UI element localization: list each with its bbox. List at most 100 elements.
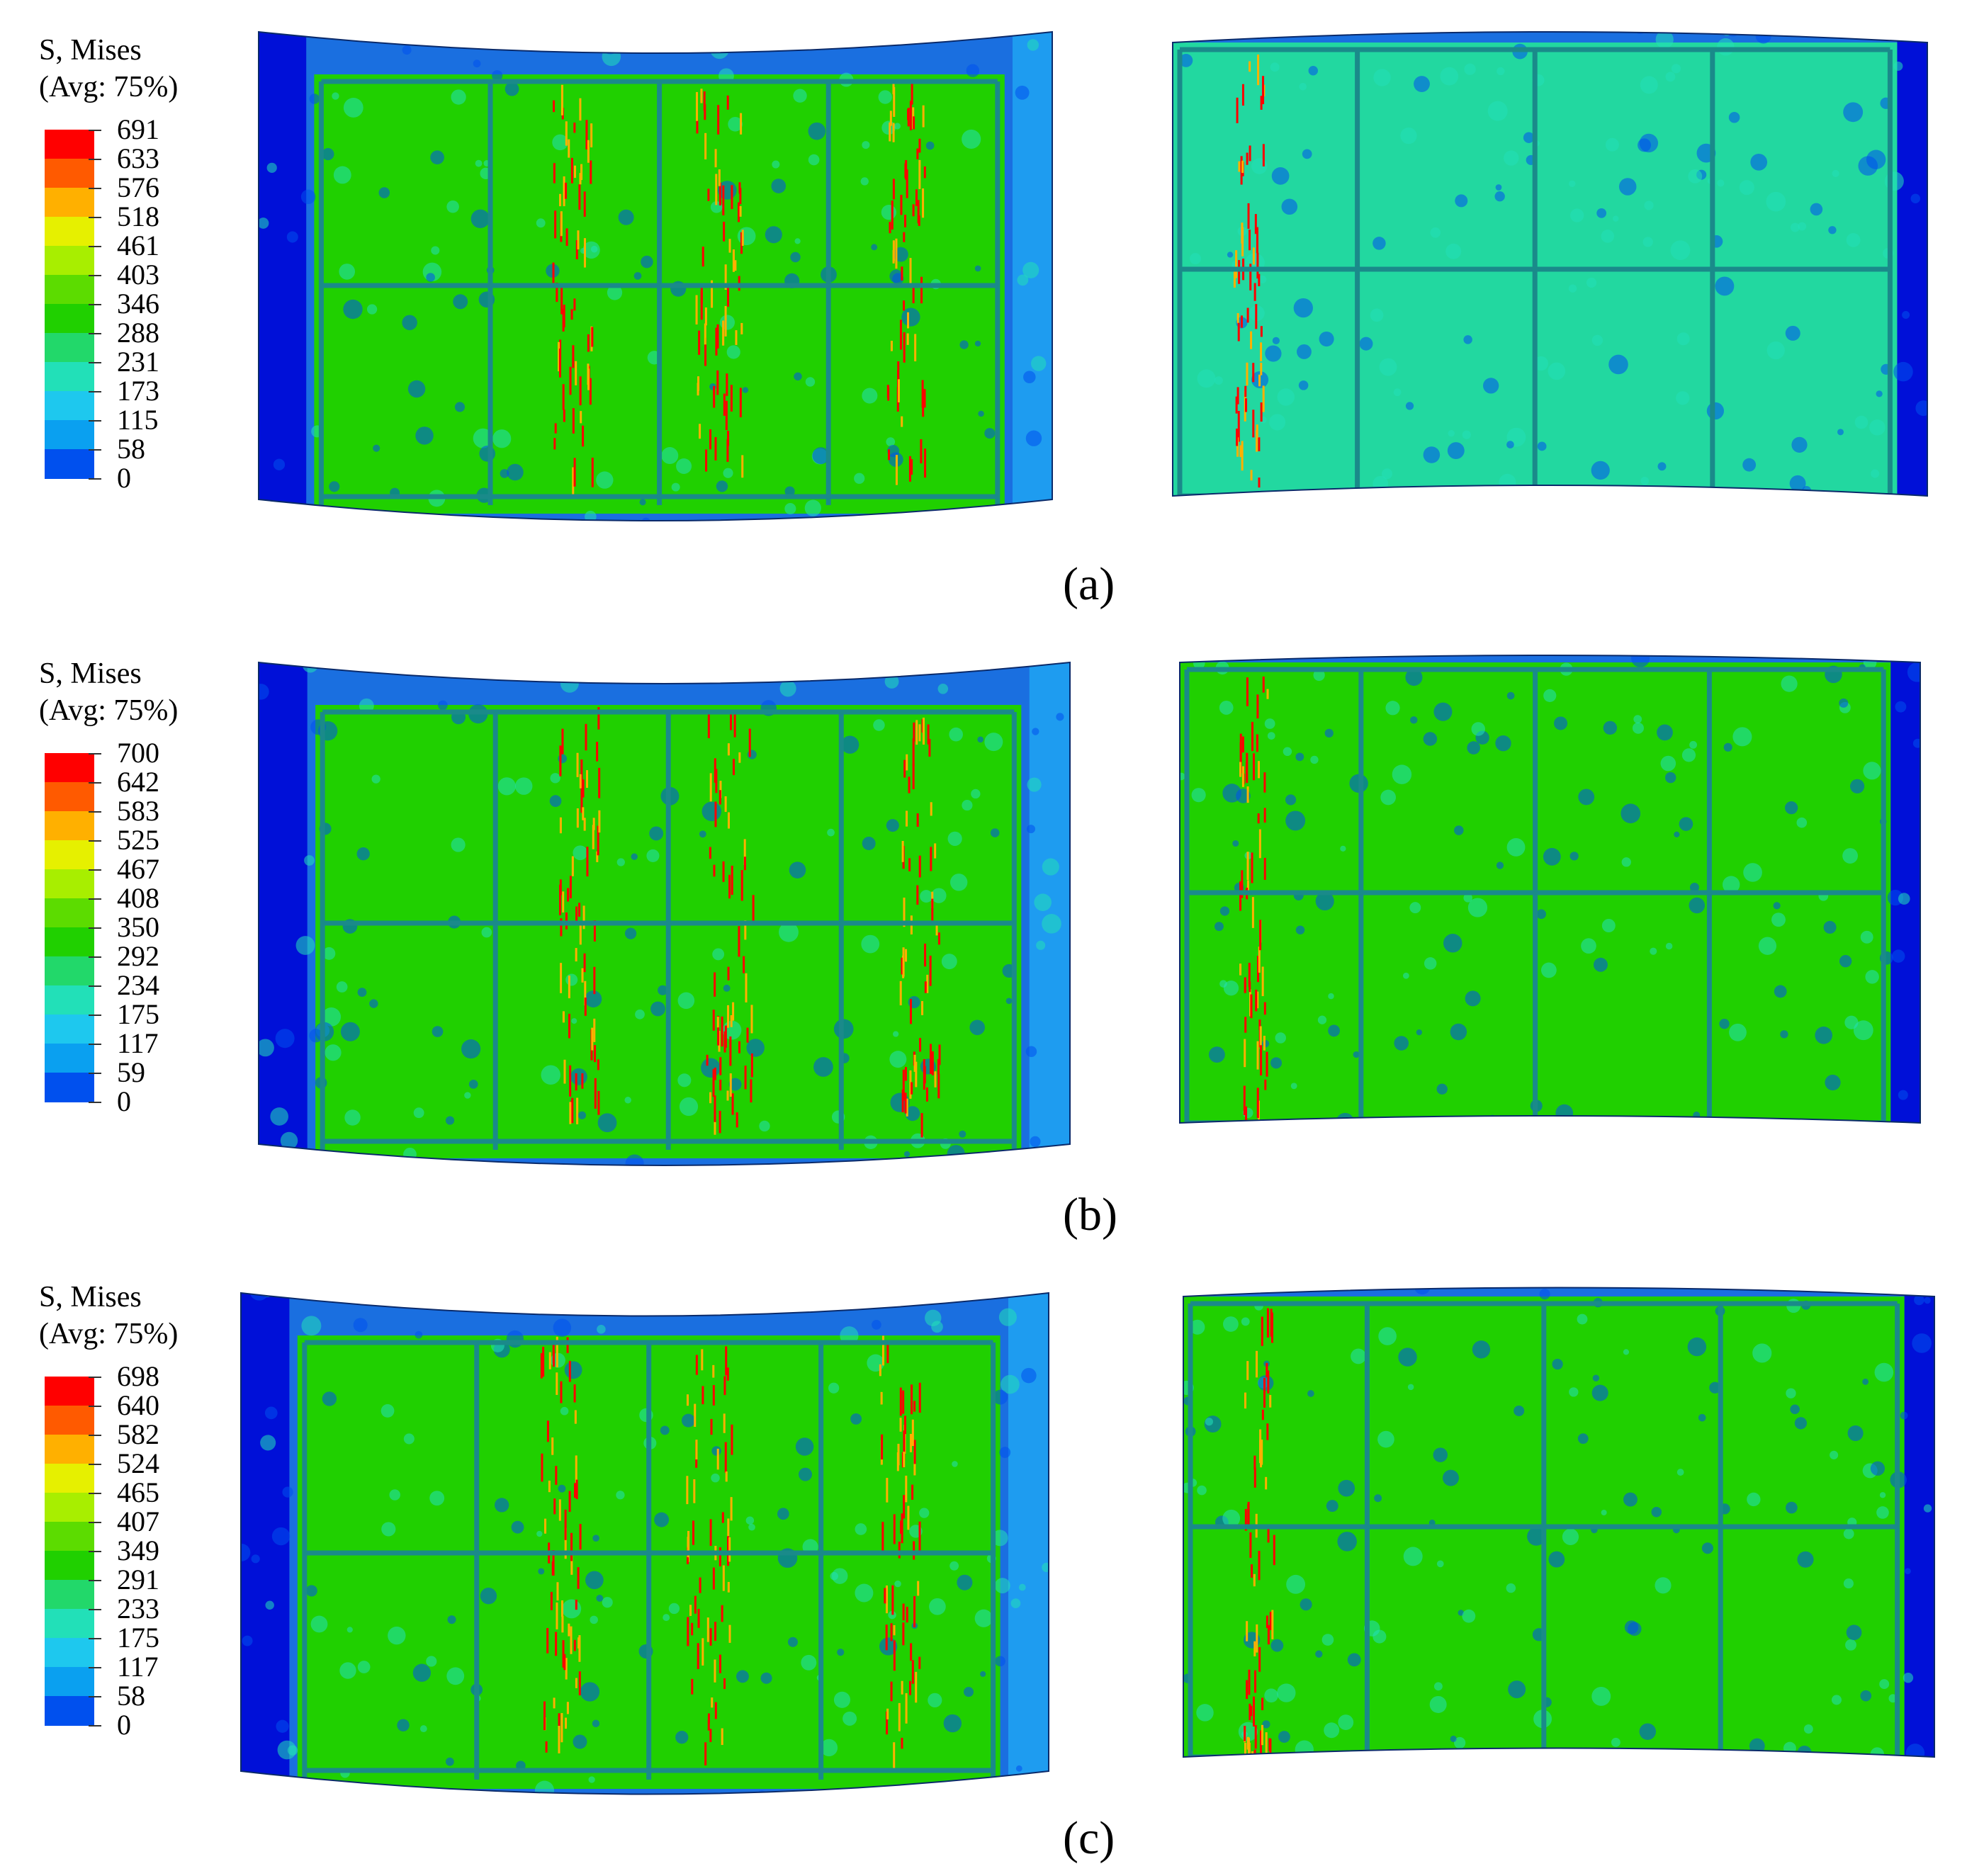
stress-speckle — [728, 116, 743, 132]
stress-speckle — [1729, 1023, 1747, 1041]
stress-speckle — [1905, 1744, 1925, 1757]
stress-speckle — [1471, 722, 1485, 736]
stress-speckle — [536, 1530, 543, 1537]
stress-speckle — [1023, 371, 1036, 384]
stress-speckle — [1655, 32, 1674, 49]
stress-speckle — [1258, 275, 1267, 284]
stress-speckle — [1308, 65, 1318, 76]
stress-speckle — [1261, 1039, 1270, 1048]
stress-speckle — [1548, 1551, 1565, 1568]
legend-title: S, Mises — [39, 34, 142, 67]
legend-level-label: 467 — [117, 853, 159, 885]
legend-tick — [89, 1609, 101, 1610]
stress-speckle — [407, 380, 426, 398]
stress-speckle — [495, 1498, 509, 1513]
legend-swatch — [45, 159, 94, 188]
stress-speckle — [808, 154, 820, 166]
stress-speckle — [1463, 335, 1472, 344]
legend-level-label: 58 — [117, 433, 145, 465]
stress-speckle — [1264, 718, 1275, 729]
legend-swatch — [45, 956, 94, 986]
stress-speckle — [1450, 1735, 1457, 1742]
stress-speckle — [1623, 1349, 1630, 1355]
stress-speckle — [1324, 728, 1334, 738]
stress-speckle — [1270, 1639, 1284, 1652]
stress-speckle — [602, 47, 621, 67]
stress-speckle — [1499, 473, 1516, 491]
stress-speckle — [1791, 436, 1808, 453]
stress-speckle — [901, 307, 920, 327]
stress-speckle — [259, 684, 269, 700]
stress-speckle — [1758, 937, 1777, 955]
stress-speckle — [1537, 441, 1547, 451]
stress-speckle — [676, 458, 692, 474]
stress-speckle — [1577, 1433, 1589, 1444]
left-view-outline — [240, 1292, 1049, 1795]
stress-speckle — [1436, 1083, 1448, 1095]
stress-speckle — [1846, 1624, 1862, 1641]
stress-speckle — [790, 252, 801, 263]
legend-colorbar — [45, 130, 94, 479]
stress-speckle — [1430, 227, 1441, 238]
stress-speckle — [336, 981, 348, 993]
legend-level-label: 700 — [117, 737, 159, 769]
stress-speckle — [264, 1406, 278, 1420]
stress-speckle — [1688, 169, 1703, 183]
stress-speckle — [798, 1187, 804, 1193]
stress-speckle — [1381, 468, 1392, 480]
stress-speckle — [1433, 702, 1453, 721]
stress-speckle — [1884, 171, 1904, 191]
stress-speckle — [888, 1610, 896, 1620]
stress-speckle — [1219, 906, 1230, 916]
stress-speckle — [692, 36, 704, 47]
stress-speckle — [1717, 179, 1725, 187]
legend-swatch — [45, 1551, 94, 1581]
stress-speckle — [871, 244, 878, 251]
stress-speckle — [1319, 331, 1334, 347]
stress-speckle — [1655, 1577, 1672, 1594]
stress-speckle — [590, 245, 598, 253]
stress-speckle — [969, 1019, 985, 1036]
stress-speckle — [1436, 1560, 1444, 1568]
legend-level-label: 292 — [117, 940, 159, 972]
low-stress-edge — [259, 32, 307, 521]
stress-speckle — [980, 1671, 986, 1677]
stress-speckle — [869, 1179, 885, 1195]
stress-speckle — [1790, 1404, 1800, 1415]
stress-speckle — [1879, 1492, 1886, 1498]
stress-speckle — [1317, 1015, 1327, 1024]
stress-speckle — [1448, 429, 1455, 437]
legend-level-label: 350 — [117, 911, 159, 943]
stress-speckle — [1285, 810, 1306, 831]
stress-speckle — [760, 1672, 772, 1684]
stress-speckle — [658, 985, 668, 995]
stress-speckle — [1902, 310, 1910, 319]
stress-speckle — [344, 1109, 361, 1126]
legend-swatch — [45, 840, 94, 870]
low-stress-edge — [1013, 32, 1052, 521]
stress-speckle — [464, 1092, 471, 1099]
stress-speckle — [624, 927, 637, 939]
stress-speckle — [357, 988, 367, 998]
stress-speckle — [286, 231, 298, 243]
stress-speckle — [1359, 337, 1373, 351]
stress-speckle — [453, 294, 468, 310]
legend-swatch — [45, 1377, 94, 1406]
legend-swatch — [45, 1493, 94, 1522]
stress-speckle — [1378, 1327, 1397, 1345]
stress-speckle — [1895, 701, 1907, 713]
stress-speckle — [597, 1325, 606, 1334]
stress-speckle — [1749, 1738, 1765, 1754]
stress-speckle — [716, 480, 728, 492]
legend-tick — [89, 1725, 101, 1727]
stress-speckle — [1743, 863, 1762, 882]
stress-speckle — [1766, 191, 1786, 212]
stress-speckle — [451, 837, 466, 852]
legend-tick — [89, 304, 101, 305]
legend-tick — [89, 1580, 101, 1581]
high-stress-band — [879, 1335, 921, 1769]
stress-speckle — [855, 1523, 867, 1535]
stress-speckle — [1601, 230, 1615, 243]
stress-speckle — [974, 340, 981, 347]
stress-speckle — [862, 837, 876, 851]
